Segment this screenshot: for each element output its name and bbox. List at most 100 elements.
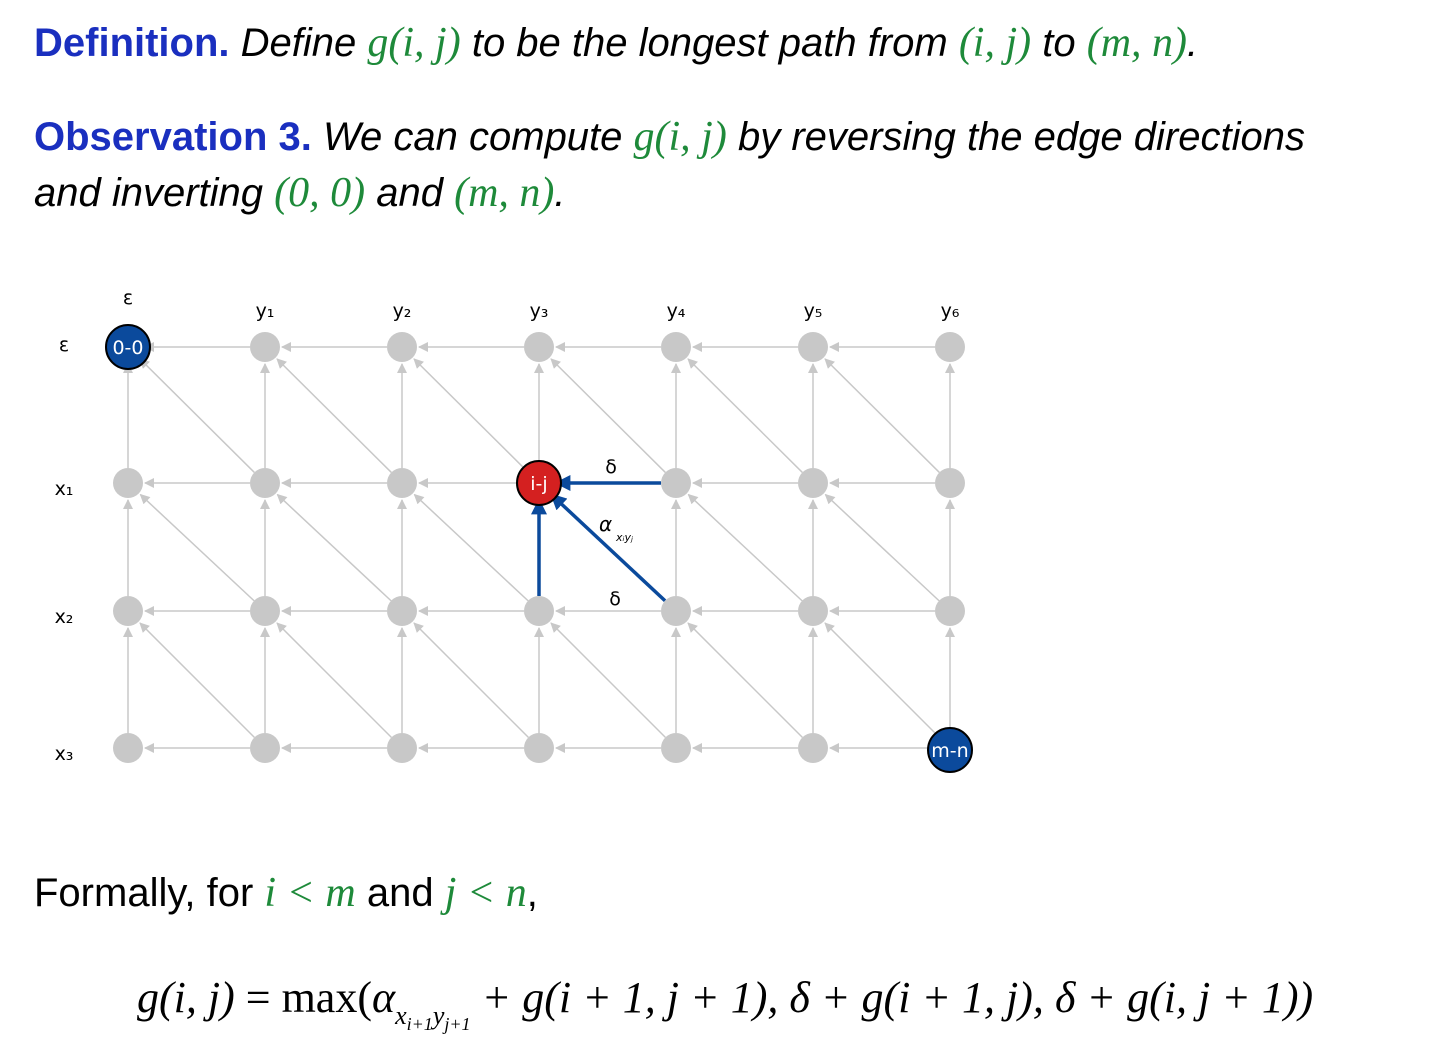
formally-math-i: i < m (264, 870, 356, 916)
highlighted-edges (531, 475, 667, 603)
delta-label-horizontal: δ (605, 456, 617, 478)
start-node-label: 0-0 (112, 337, 143, 359)
definition-math-mn: (m, n) (1086, 20, 1188, 66)
formally-math-j: j < n (444, 870, 527, 916)
edge-diagonal (687, 493, 803, 602)
edge-diagonal (413, 358, 529, 473)
edge-diagonal (276, 358, 392, 473)
formula-term2: δ + g(i + 1, j), (789, 973, 1055, 1022)
grid-node (798, 733, 828, 763)
end-node (927, 727, 973, 773)
observation-label: Observation 3. (34, 115, 312, 159)
column-label: ε (123, 287, 133, 309)
start-node (105, 324, 151, 370)
column-label: y₁ (256, 300, 275, 322)
observation-math-00: (0, 0) (274, 170, 366, 216)
grid-node (661, 733, 691, 763)
edge-diagonal (413, 493, 529, 602)
grid-node (935, 596, 965, 626)
formula-eq: = max( (234, 973, 372, 1022)
grid-node (113, 468, 143, 498)
alpha-label-diagonal: α (599, 512, 612, 536)
edge-diagonal (413, 622, 529, 738)
grid-node (524, 596, 554, 626)
definition-text-2: to be the longest path from (460, 21, 959, 65)
grid-node (250, 596, 280, 626)
edge-diagonal (824, 622, 940, 738)
formula-term1: + g(i + 1, j + 1), (470, 973, 790, 1022)
observation-math-mn: (m, n) (454, 170, 555, 216)
grid-node (250, 468, 280, 498)
definition-math-ij: (i, j) (958, 20, 1032, 66)
definition-math-g: g(i, j) (367, 20, 461, 66)
grid-node (661, 332, 691, 362)
formula-alpha-subscript: xi+1yj+1 (395, 1001, 470, 1034)
observation-text-1: We can compute (323, 115, 634, 159)
formula-term3: δ + g(i, j + 1)) (1054, 973, 1314, 1022)
formula-sub-y: y (432, 1001, 445, 1030)
definition-text-3: to (1031, 21, 1087, 65)
grid-node (798, 468, 828, 498)
definition-text-4: . (1187, 21, 1199, 65)
grid-node (661, 596, 691, 626)
grid-node (524, 332, 554, 362)
grid-node (387, 468, 417, 498)
formally-text-2: and (355, 871, 445, 915)
edge-diagonal (276, 622, 392, 738)
formula-alpha: α (372, 973, 396, 1022)
alpha-label-subscript: xᵢyⱼ (615, 531, 633, 544)
edge-diagonal-highlight (550, 493, 667, 603)
gray-edges (123, 342, 955, 753)
grid-node (250, 733, 280, 763)
formally-line: Formally, for i < m and j < n, (34, 872, 538, 914)
formula-sub-x: x (395, 1001, 407, 1030)
edge-diagonal (824, 358, 940, 473)
column-label: y₅ (804, 300, 823, 322)
grid-node (798, 596, 828, 626)
delta-label-vertical: δ (609, 588, 621, 610)
grid-node (798, 332, 828, 362)
formula-sub-y-index: j+1 (444, 1014, 471, 1034)
grid-node (250, 332, 280, 362)
grid-node (387, 596, 417, 626)
edge-diagonal (550, 622, 666, 738)
observation-line-2: and inverting (0, 0) and (m, n). (34, 172, 566, 214)
current-node (516, 460, 562, 506)
grid-node (113, 596, 143, 626)
row-label: x₃ (55, 743, 74, 765)
grid-node (524, 733, 554, 763)
end-node-label: m-n (931, 740, 968, 762)
formally-text-1: Formally, for (34, 871, 265, 915)
definition-line: Definition. Define g(i, j) to be the lon… (34, 22, 1198, 64)
row-label: x₂ (55, 606, 74, 628)
edge-diagonal (824, 493, 940, 602)
row-label: ε (59, 334, 69, 356)
column-label: y₃ (530, 300, 549, 322)
observation-text-3: and inverting (34, 171, 275, 215)
grid-nodes: 0-0 i-j m-n (105, 324, 973, 773)
grid-node (387, 733, 417, 763)
current-node-label: i-j (530, 473, 547, 495)
row-label: x₁ (55, 478, 74, 500)
edge-diagonal (550, 358, 666, 473)
recurrence-formula: g(i, j) = max(αxi+1yj+1 + g(i + 1, j + 1… (137, 972, 1313, 1035)
formula-sub-x-index: i+1 (406, 1014, 433, 1034)
observation-text-4: and (365, 171, 455, 215)
definition-text-1: Define (240, 21, 368, 65)
grid-node (661, 468, 691, 498)
column-label: y₆ (941, 300, 960, 322)
grid-node (113, 733, 143, 763)
edge-diagonal (139, 622, 255, 738)
definition-label: Definition. (34, 21, 230, 65)
formula-lhs: g(i, j) (137, 973, 235, 1022)
edge-diagonal (139, 358, 255, 473)
edge-diagonal (687, 622, 803, 738)
grid-node (935, 468, 965, 498)
observation-math-g: g(i, j) (633, 114, 727, 160)
observation-text-5: . (554, 171, 566, 215)
column-label: y₂ (393, 300, 412, 322)
observation-line-1: Observation 3. We can compute g(i, j) by… (34, 116, 1305, 158)
observation-text-2: by reversing the edge directions (726, 115, 1305, 159)
